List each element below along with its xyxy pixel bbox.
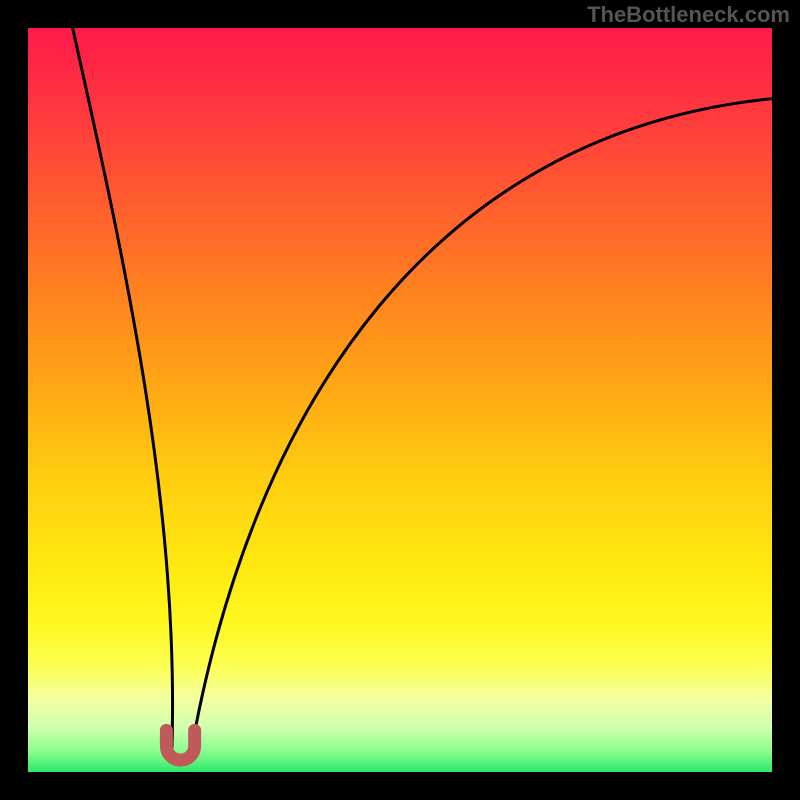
bottleneck-chart <box>0 0 800 800</box>
watermark-text: TheBottleneck.com <box>587 2 790 28</box>
chart-container: TheBottleneck.com <box>0 0 800 800</box>
chart-background <box>28 28 772 772</box>
